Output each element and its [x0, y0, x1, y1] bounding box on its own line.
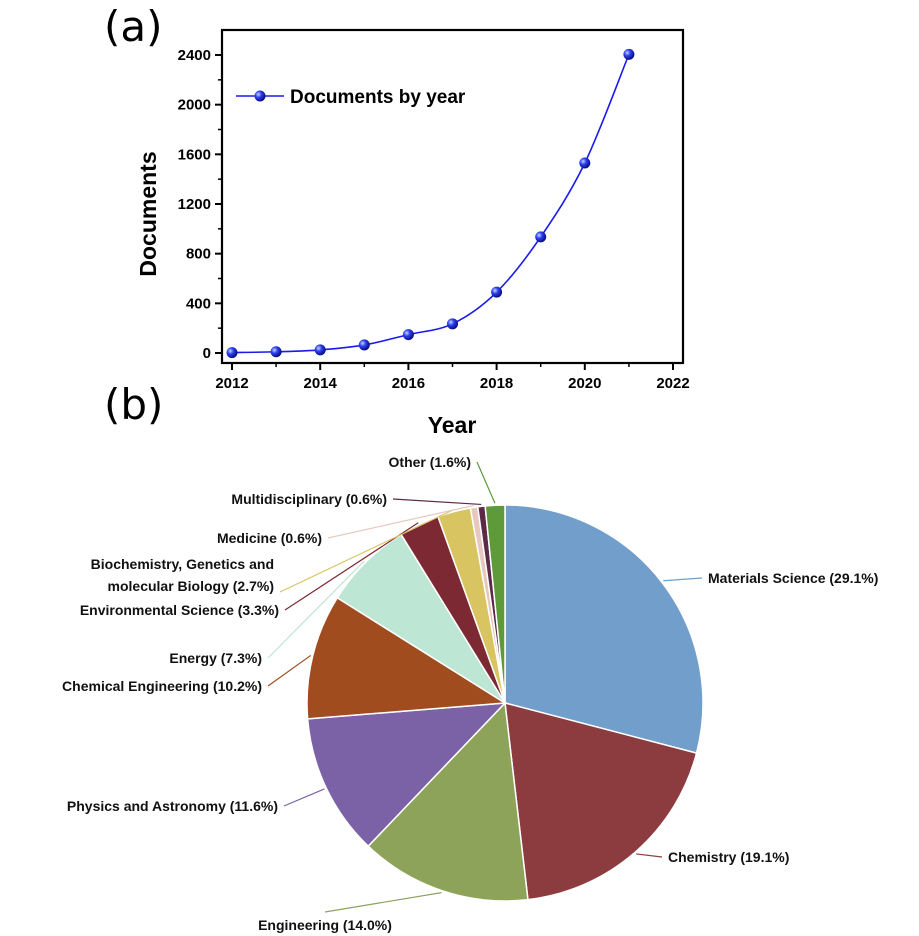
slice-label-biochemistry-cont: molecular Biology (2.7%) [108, 578, 274, 594]
data-point [491, 286, 503, 298]
data-point [358, 339, 370, 351]
panel-b-label: (b) [104, 380, 164, 429]
y-tick-label: 1200 [178, 196, 211, 213]
legend-marker [254, 90, 266, 102]
leader-line [324, 892, 442, 913]
pie-slice-engineering [367, 701, 529, 902]
slice-label-chemical-engineering: Chemical Engineering (10.2%) [62, 678, 262, 694]
legend-label: Documents by year [290, 87, 466, 108]
pie-slice-other [484, 504, 506, 704]
slice-label-engineering: Engineering (14.0%) [258, 917, 392, 933]
slice-label-energy: Energy (7.3%) [169, 650, 262, 666]
data-point [270, 346, 282, 358]
slice-label-other: Other (1.6%) [389, 454, 471, 470]
series-line-documents-by-year [231, 54, 630, 354]
leader-line [636, 853, 663, 858]
data-point [226, 347, 238, 359]
y-tick-label: 2400 [178, 47, 211, 64]
x-tick-label: 2020 [568, 375, 601, 392]
pie-slice-chemical-engineering [306, 596, 508, 720]
slice-label-materials-science: Materials Science (29.1%) [708, 570, 878, 586]
y-axis-title: Documents [135, 151, 161, 276]
x-axis-title: Year [428, 412, 477, 438]
leader-line [267, 654, 312, 687]
data-point [402, 329, 414, 341]
leader-line [663, 577, 703, 582]
y-tick-label: 1600 [178, 146, 211, 163]
x-tick-label: 2022 [656, 375, 689, 392]
leader-line [392, 498, 482, 506]
leader-line [283, 788, 325, 807]
x-tick-label: 2014 [304, 375, 338, 392]
pie-slice-chemistry [504, 701, 698, 901]
data-point [314, 344, 326, 356]
panel-a-label: (a) [104, 2, 163, 51]
y-tick-label: 400 [186, 295, 211, 312]
y-tick-label: 0 [203, 345, 211, 362]
x-tick-label: 2016 [392, 375, 425, 392]
plot-frame [220, 28, 685, 365]
pie-chart-subject-areas: Materials Science (29.1%) Chemistry (19.1… [62, 454, 878, 933]
x-tick-label: 2012 [215, 375, 248, 392]
slice-label-multidisciplinary: Multidisciplinary (0.6%) [231, 491, 387, 507]
data-point [535, 231, 547, 243]
leader-line [267, 560, 365, 659]
slice-label-biochemistry: Biochemistry, Genetics and [91, 556, 274, 572]
slice-label-medicine: Medicine (0.6%) [217, 530, 322, 546]
leader-line [327, 504, 474, 539]
leader-line [476, 461, 496, 504]
slice-label-environmental-science: Environmental Science (3.3%) [80, 602, 279, 618]
leader-line [279, 509, 454, 593]
x-tick-label: 2018 [480, 375, 513, 392]
pie-slice-materials-science [504, 504, 704, 755]
slice-label-physics-and-astronomy: Physics and Astronomy (11.6%) [67, 798, 278, 814]
slice-label-chemistry: Chemistry (19.1%) [668, 849, 789, 865]
data-point [623, 48, 635, 60]
line-chart-documents-by-year: 2012 2014 2016 2018 2020 2022 0 400 800 1200 1600 2… [135, 28, 690, 438]
data-point [447, 318, 458, 330]
pie-slice-physics-and-astronomy [306, 702, 507, 848]
y-tick-label: 2000 [178, 97, 211, 114]
data-point [579, 157, 591, 169]
y-tick-label: 800 [186, 246, 211, 263]
